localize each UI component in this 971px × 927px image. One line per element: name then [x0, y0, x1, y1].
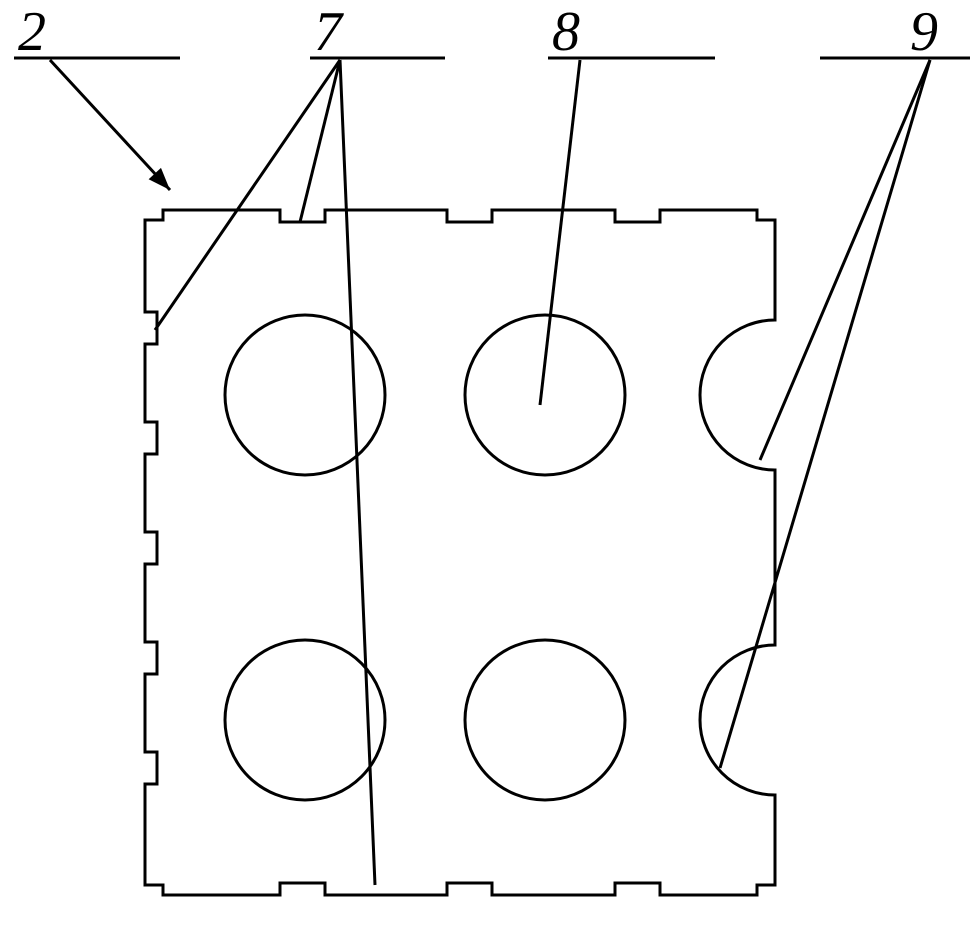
label-9: 9	[910, 1, 938, 63]
leader-line-7c	[340, 60, 375, 885]
leader-line-9a	[760, 60, 930, 460]
leader-line-7b	[300, 60, 340, 222]
leader-line-2	[50, 60, 170, 190]
hole-circle	[225, 315, 385, 475]
label-2: 2	[18, 1, 46, 63]
technical-drawing: 2 7 8 9	[0, 0, 971, 927]
plate-outline	[145, 210, 775, 895]
leader-line-7a	[155, 60, 340, 330]
label-8: 8	[552, 1, 580, 63]
leader-line-8	[540, 60, 580, 405]
label-7: 7	[314, 1, 344, 63]
hole-circle	[225, 640, 385, 800]
hole-circle	[465, 315, 625, 475]
hole-circle	[465, 640, 625, 800]
leader-line-9b	[720, 60, 930, 768]
